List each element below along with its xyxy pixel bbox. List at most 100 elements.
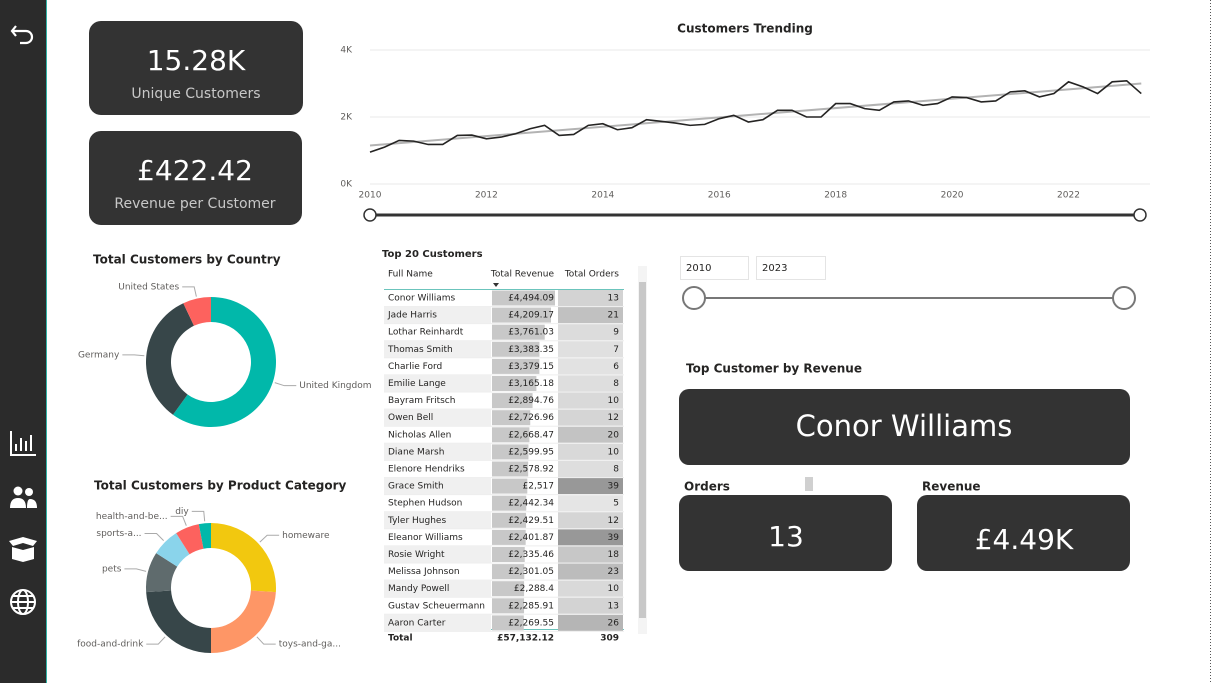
donut-label: food-and-drink — [77, 640, 144, 650]
leader-line — [274, 382, 297, 387]
revenue-value: £4,494.09 — [508, 294, 554, 304]
revenue-value: £2,894.76 — [508, 396, 554, 406]
row-band — [384, 614, 491, 632]
sort-indicator — [493, 283, 499, 287]
donut-segment — [146, 590, 211, 653]
donut-segment — [198, 523, 211, 549]
customer-name: Nicholas Allen — [388, 430, 451, 440]
donut-segment — [146, 553, 178, 593]
orders-cell — [558, 324, 623, 341]
revenue-bar — [492, 581, 525, 597]
revenue-bar — [492, 410, 531, 426]
revenue-value: £3,761.03 — [508, 328, 554, 338]
orders-cell — [558, 614, 623, 631]
donut-label: sports-a... — [96, 529, 141, 539]
revenue-bar — [492, 324, 545, 340]
date-input[interactable] — [756, 256, 826, 280]
orders-cell — [558, 529, 623, 546]
donut-segment — [176, 524, 204, 555]
date-from[interactable]: 2010 — [686, 263, 711, 274]
orders-cell — [558, 290, 623, 306]
customer-name: Mandy Powell — [388, 584, 449, 594]
column-header[interactable]: Full Name — [388, 270, 433, 280]
donut-label: pets — [102, 564, 122, 574]
revenue-bar — [492, 444, 529, 460]
revenue-value: £2,335.46 — [508, 550, 554, 560]
row-band — [384, 340, 491, 358]
orders-cell — [558, 375, 623, 392]
orders-value: 8 — [613, 379, 619, 389]
revenue-value: £2,668.47 — [508, 430, 554, 440]
orders-card — [679, 495, 892, 571]
leader-line — [256, 636, 276, 645]
orders-cell — [558, 478, 623, 495]
leader-line — [124, 568, 147, 572]
revenue-bar — [492, 341, 540, 357]
leader-line — [146, 636, 166, 645]
leader-line — [191, 510, 206, 522]
orders-value: 10 — [608, 584, 620, 594]
orders-value: 18 — [608, 550, 620, 560]
nav-report-icon[interactable] — [10, 431, 36, 456]
revenue-bar — [492, 512, 527, 528]
total-revenue: £57,132.12 — [497, 634, 554, 644]
customer-name: Conor Williams — [388, 294, 456, 304]
back-button[interactable] — [10, 25, 34, 45]
revenue-bar — [492, 529, 526, 545]
card-title: Orders — [684, 480, 730, 494]
donut-label: toys-and-ga... — [279, 640, 341, 650]
orders-value: 12 — [608, 413, 619, 423]
orders-cell — [558, 546, 623, 563]
orders-value: 12 — [608, 516, 619, 526]
scrollbar-thumb[interactable] — [639, 282, 646, 618]
date-input[interactable] — [680, 256, 749, 280]
orders-value: 5 — [613, 499, 619, 509]
donut-segment — [211, 590, 276, 653]
revenue-bar — [492, 478, 528, 494]
date-to[interactable]: 2023 — [762, 263, 787, 274]
orders-value: 9 — [613, 328, 619, 338]
customer-name: Tyler Hughes — [387, 516, 446, 526]
customer-name: Aaron Carter — [388, 618, 446, 628]
revenue-value: £2,578.92 — [508, 465, 554, 475]
slider-handle[interactable] — [1112, 286, 1136, 310]
orders-value: 6 — [613, 362, 619, 372]
kpi-value: 15.28K — [147, 44, 246, 77]
revenue-bar — [492, 495, 527, 511]
leader-line — [182, 286, 197, 297]
range-handle[interactable] — [1133, 208, 1147, 222]
kpi-card — [89, 21, 303, 115]
total-label: Total — [388, 634, 413, 644]
nav-customers-icon[interactable] — [10, 486, 37, 509]
column-header[interactable]: Total Orders — [564, 270, 619, 280]
customer-name: Jade Harris — [387, 311, 437, 321]
range-handle[interactable] — [363, 208, 377, 222]
donut-label: Germany — [78, 350, 120, 360]
revenue-bar — [492, 427, 530, 443]
column-header[interactable]: Total Revenue — [490, 270, 555, 280]
x-tick-label: 2018 — [824, 191, 847, 201]
nav-products-icon[interactable] — [9, 537, 37, 562]
orders-value: 21 — [608, 311, 619, 321]
resize-handle — [805, 477, 813, 491]
orders-value: 13 — [608, 601, 619, 611]
chart-title: Total Customers by Product Category — [94, 479, 347, 493]
leader-line — [144, 533, 164, 541]
revenue-bar — [492, 461, 529, 477]
revenue-value: £2,599.95 — [508, 447, 554, 457]
slider-handle[interactable] — [682, 286, 706, 310]
y-tick-label: 4K — [340, 46, 353, 56]
customer-name: Elenore Hendriks — [388, 465, 465, 475]
nav-geography-icon[interactable] — [10, 589, 36, 615]
customer-name: Diane Marsh — [388, 447, 444, 457]
customer-name: Gustav Scheuermann — [388, 601, 485, 611]
revenue-bar — [492, 376, 537, 391]
orders-value: 20 — [608, 430, 620, 440]
customer-name: Emilie Lange — [388, 379, 446, 389]
row-band — [384, 375, 491, 392]
revenue-bar — [492, 615, 524, 631]
donut-label: health-and-be... — [96, 512, 168, 522]
customer-name: Stephen Hudson — [388, 499, 462, 509]
revenue-bar — [492, 358, 540, 374]
